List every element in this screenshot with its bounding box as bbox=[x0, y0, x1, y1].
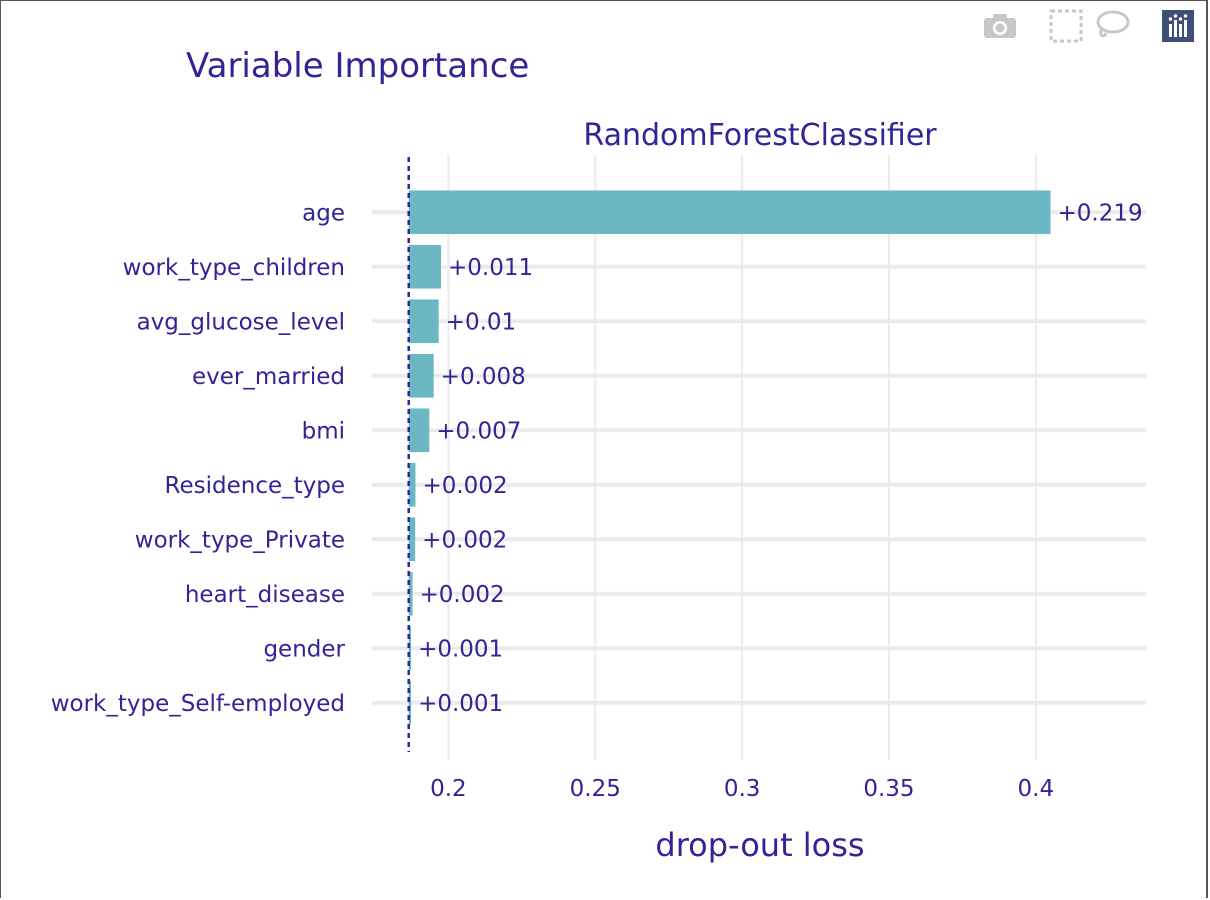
y-tick-label: work_type_Self-employed bbox=[51, 691, 345, 717]
y-tick-label: bmi bbox=[302, 418, 345, 444]
value-label: +0.007 bbox=[436, 418, 521, 444]
x-axis-label: drop-out loss bbox=[655, 826, 864, 864]
value-label: +0.01 bbox=[446, 309, 516, 335]
value-label: +0.001 bbox=[418, 691, 503, 717]
plotly-logo-icon[interactable] bbox=[1160, 8, 1196, 44]
bar-avg_glucose_level bbox=[408, 299, 439, 344]
value-label: +0.008 bbox=[441, 364, 526, 390]
bar-heart_disease bbox=[408, 571, 413, 616]
x-tick-label: 0.25 bbox=[570, 776, 621, 802]
y-tick-label: heart_disease bbox=[185, 582, 345, 608]
x-tick-label: 0.4 bbox=[1018, 776, 1055, 802]
bar-age bbox=[408, 190, 1051, 235]
x-tick-label: 0.3 bbox=[724, 776, 761, 802]
bar-Residence_type bbox=[408, 462, 416, 507]
value-label: +0.011 bbox=[448, 255, 533, 281]
value-label: +0.002 bbox=[420, 582, 505, 608]
y-tick-label: work_type_children bbox=[123, 255, 345, 281]
y-tick-label: age bbox=[302, 200, 345, 226]
y-tick-label: avg_glucose_level bbox=[137, 309, 345, 335]
lasso-select-icon[interactable] bbox=[1094, 8, 1130, 44]
x-tick-label: 0.35 bbox=[863, 776, 914, 802]
x-tick-label: 0.2 bbox=[430, 776, 467, 802]
y-tick-label: ever_married bbox=[192, 364, 345, 390]
box-select-icon[interactable] bbox=[1048, 8, 1084, 44]
bar-work_type_children bbox=[408, 244, 442, 289]
bar-bmi bbox=[408, 408, 430, 453]
value-label: +0.001 bbox=[418, 636, 503, 662]
bar-work_type_Private bbox=[408, 517, 416, 562]
value-label: +0.219 bbox=[1058, 200, 1143, 226]
value-label: +0.002 bbox=[422, 527, 507, 553]
camera-icon[interactable] bbox=[982, 8, 1018, 44]
y-tick-label: Residence_type bbox=[165, 473, 345, 499]
bar-gender bbox=[408, 626, 412, 671]
chart-title: Variable Importance bbox=[186, 46, 530, 86]
y-tick-label: work_type_Private bbox=[135, 527, 345, 553]
y-tick-label: gender bbox=[263, 636, 345, 662]
value-label: +0.002 bbox=[422, 473, 507, 499]
bar-work_type_Self-employed bbox=[408, 680, 412, 725]
bar-ever_married bbox=[408, 353, 434, 398]
subplot-title: RandomForestClassifier bbox=[583, 118, 937, 153]
modebar bbox=[980, 8, 1200, 44]
